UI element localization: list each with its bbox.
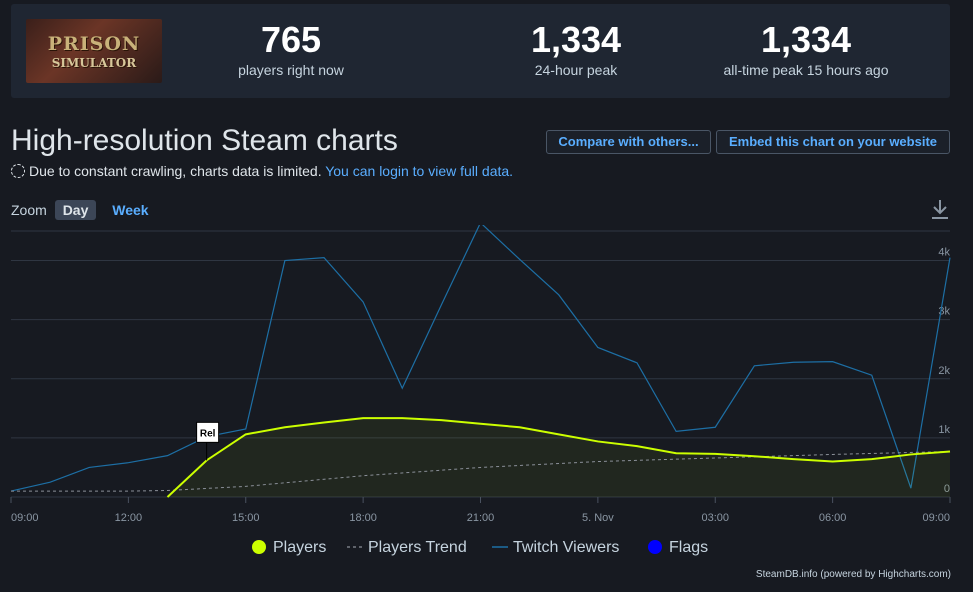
x-tick-label: 03:00 <box>701 512 729 524</box>
players-line <box>166 417 951 498</box>
legend-item-label: Players <box>273 539 326 556</box>
zoom-controls: Zoom Day Week <box>11 200 157 220</box>
legend-item-label: Flags <box>669 539 708 556</box>
stat-current: 765 players right now <box>191 19 391 79</box>
zoom-week-button[interactable]: Week <box>112 202 149 218</box>
chart-credit: SteamDB.info (powered by Highcharts.com) <box>755 569 951 580</box>
legend-symbol-dot <box>648 540 662 554</box>
chart-series <box>10 225 951 498</box>
x-tick-label: 06:00 <box>819 512 847 524</box>
embed-button[interactable]: Embed this chart on your website <box>716 130 950 154</box>
game-thumbnail[interactable]: PRISON SIMULATOR <box>26 19 162 83</box>
twitch-viewers-line <box>10 225 951 492</box>
flag-marker <box>196 421 220 443</box>
stat-24h-peak-label: 24-hour peak <box>534 62 618 78</box>
data-limit-notice: Due to constant crawling, charts data is… <box>11 163 513 179</box>
x-tick-label: 12:00 <box>115 512 143 524</box>
flag-label: Rel <box>200 428 216 439</box>
x-tick-label: 18:00 <box>349 512 377 524</box>
chart-legend: Players Players Trend Twitch Viewers Flags <box>252 539 708 556</box>
y-tick-label: 0 <box>944 483 950 495</box>
login-link[interactable]: You can login to view full data. <box>325 163 514 179</box>
x-tick-label: 15:00 <box>232 512 260 524</box>
stat-current-label: players right now <box>238 62 344 78</box>
compare-button[interactable]: Compare with others... <box>546 130 711 154</box>
players-trend-line <box>11 450 951 492</box>
zoom-day-button[interactable]: Day <box>54 200 97 220</box>
stat-24h-peak-value: 1,334 <box>530 19 622 60</box>
y-tick-label: 2k <box>938 365 950 377</box>
legend-item-label: Twitch Viewers <box>513 539 619 556</box>
page-title: High-resolution Steam charts <box>11 124 398 157</box>
stat-current-value: 765 <box>260 19 322 60</box>
y-tick-label: 4k <box>938 247 950 259</box>
stat-all-time-peak-label: all-time peak 15 hours ago <box>723 62 889 78</box>
logo-title: PRISON <box>47 33 141 55</box>
stat-all-time-peak-value: 1,334 <box>760 19 852 60</box>
x-tick-label: 09:00 <box>922 512 950 524</box>
x-tick-label: 21:00 <box>467 512 495 524</box>
logo-subtitle: SIMULATOR <box>51 56 137 70</box>
loading-spinner-icon <box>11 164 25 178</box>
x-tick-label: 5. Nov <box>582 512 614 524</box>
stat-24h-peak: 1,334 24-hour peak <box>476 19 676 79</box>
chart-flags: Rel <box>196 421 220 461</box>
legend-symbol-dot <box>252 540 266 554</box>
download-icon[interactable] <box>930 198 950 220</box>
y-tick-label: 1k <box>938 424 950 436</box>
legend-item-label: Players Trend <box>368 539 467 556</box>
stat-all-time-peak: 1,334 all-time peak 15 hours ago <box>706 19 906 79</box>
stats-bar: PRISON SIMULATOR 765 players right now 1… <box>11 4 950 98</box>
x-axis-ticks: 09:00 12:00 15:00 18:00 21:00 5. Nov 03:00 06:0… <box>10 497 951 524</box>
players-area-fill <box>167 418 950 497</box>
x-tick-label: 09:00 <box>11 512 39 524</box>
notice-text: Due to constant crawling, charts data is… <box>29 163 322 179</box>
zoom-label: Zoom <box>11 202 47 218</box>
